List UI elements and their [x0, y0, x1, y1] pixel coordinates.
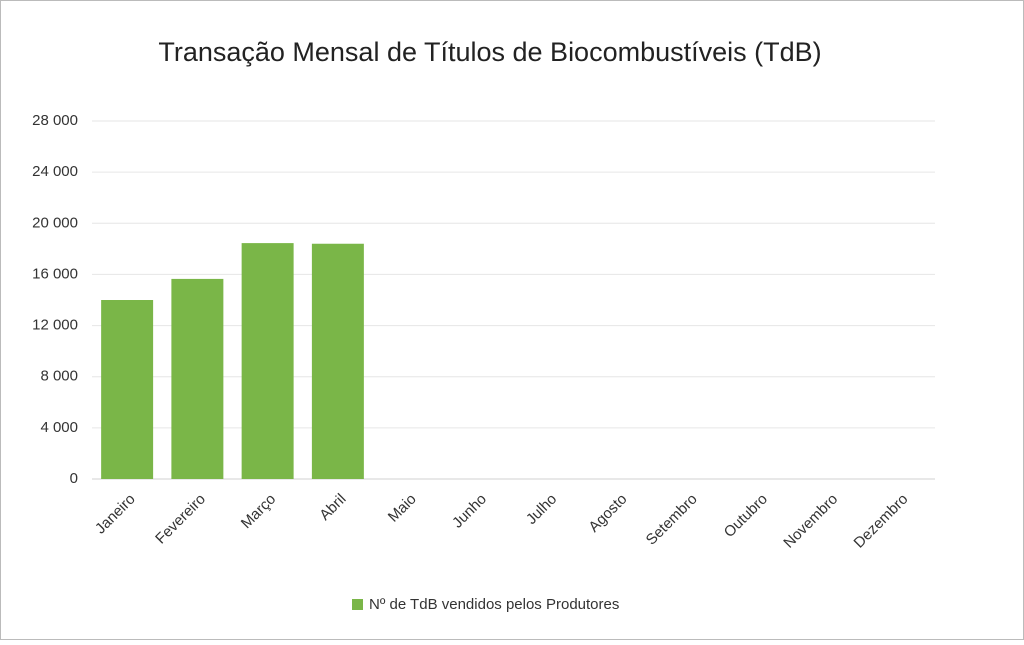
y-tick-label: 24 000	[32, 163, 78, 180]
bar	[171, 278, 224, 479]
bar	[101, 300, 154, 479]
y-tick-label: 0	[70, 470, 78, 487]
y-tick-label: 20 000	[32, 214, 78, 231]
y-tick-label: 12 000	[32, 317, 78, 334]
chart-title: Transação Mensal de Títulos de Biocombus…	[158, 37, 821, 67]
y-tick-label: 4 000	[40, 419, 78, 436]
y-tick-label: 16 000	[32, 265, 78, 282]
bar	[241, 243, 294, 479]
y-tick-label: 8 000	[40, 368, 78, 385]
legend-label: Nº de TdB vendidos pelos Produtores	[369, 596, 619, 613]
y-tick-label: 28 000	[32, 112, 78, 129]
bar	[311, 243, 364, 479]
legend-swatch	[352, 599, 363, 610]
